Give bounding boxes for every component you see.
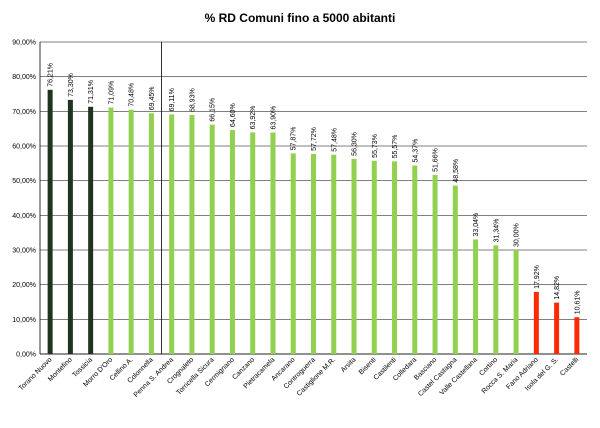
data-label: 76,21% bbox=[48, 63, 55, 87]
data-label: 56,30% bbox=[352, 132, 359, 156]
y-tick-label: 80,00% bbox=[12, 74, 36, 81]
bar bbox=[128, 109, 134, 354]
data-label: 55,57% bbox=[392, 135, 399, 159]
bar bbox=[371, 160, 377, 354]
data-label: 70,48% bbox=[129, 83, 136, 107]
x-tick-label: Castelli bbox=[559, 356, 580, 377]
data-label: 17,92% bbox=[534, 265, 541, 289]
x-tick-label: Arsita bbox=[340, 356, 358, 374]
x-tick-label: Rocca S. Maria bbox=[481, 356, 520, 395]
data-label: 51,66% bbox=[433, 148, 440, 172]
bar bbox=[554, 302, 560, 354]
data-label: 30,00% bbox=[514, 223, 521, 247]
bar bbox=[88, 106, 94, 355]
data-label: 31,34% bbox=[493, 219, 500, 243]
bar bbox=[67, 99, 73, 354]
bar bbox=[169, 114, 175, 354]
y-tick-label: 70,00% bbox=[12, 109, 36, 116]
y-tick-label: 0,00% bbox=[16, 352, 36, 359]
bar bbox=[452, 185, 458, 354]
y-tick-label: 60,00% bbox=[12, 144, 36, 151]
bar bbox=[392, 161, 398, 354]
y-tick-label: 10,00% bbox=[12, 317, 36, 324]
bar bbox=[270, 132, 276, 354]
data-label: 69,45% bbox=[149, 86, 156, 110]
data-label: 33,04% bbox=[473, 213, 480, 237]
data-label: 71,31% bbox=[88, 80, 95, 104]
x-tick-label: Torano Nuovo bbox=[18, 356, 54, 392]
bar bbox=[108, 107, 114, 355]
x-tick-label: Valle Castellana bbox=[439, 356, 479, 396]
data-label: 48,58% bbox=[453, 159, 460, 183]
data-label: 57,72% bbox=[311, 127, 318, 151]
data-label: 14,82% bbox=[554, 276, 561, 300]
y-tick-label: 40,00% bbox=[12, 213, 36, 220]
data-label: 10,61% bbox=[574, 290, 581, 314]
bar bbox=[513, 250, 519, 354]
bar bbox=[533, 291, 539, 354]
bar bbox=[432, 174, 438, 354]
data-label: 69,11% bbox=[169, 88, 176, 111]
bar bbox=[331, 154, 337, 354]
chart-title: % RD Comuni fino a 5000 abitanti bbox=[205, 11, 396, 25]
bar bbox=[311, 153, 316, 354]
bar bbox=[351, 158, 357, 354]
data-label: 66,15% bbox=[210, 98, 217, 122]
data-label: 63,92% bbox=[250, 106, 257, 130]
y-tick-label: 20,00% bbox=[12, 282, 36, 289]
data-labels: 76,21% 73,30% 71,31% 71,09% 70,48% 69,45% 69,1… bbox=[48, 63, 582, 314]
data-label: 64,60% bbox=[230, 103, 237, 127]
bar bbox=[229, 130, 235, 354]
data-label: 55,73% bbox=[372, 134, 379, 158]
bars bbox=[47, 89, 580, 355]
bar bbox=[412, 165, 418, 354]
bar bbox=[250, 132, 256, 354]
data-label: 63,90% bbox=[270, 106, 277, 130]
y-tick-label: 30,00% bbox=[12, 248, 36, 255]
bar bbox=[493, 245, 499, 354]
y-axis-ticks: 0,00% 10,00% 20,00% 30,00% 40,00% 50,00% 60,00… bbox=[12, 40, 36, 359]
data-label: 57,87% bbox=[291, 127, 298, 151]
x-tick-label: Castiglione M.R. bbox=[296, 356, 337, 397]
bar bbox=[209, 124, 215, 355]
bar bbox=[290, 153, 296, 354]
data-label: 54,37% bbox=[412, 139, 419, 163]
data-label: 71,09% bbox=[108, 81, 115, 105]
bar bbox=[47, 89, 53, 355]
data-label: 68,93% bbox=[189, 88, 196, 112]
y-tick-label: 50,00% bbox=[12, 178, 36, 185]
bar bbox=[574, 317, 580, 354]
data-label: 73,30% bbox=[68, 73, 75, 97]
y-tick-label: 90,00% bbox=[12, 40, 36, 47]
data-label: 57,48% bbox=[331, 128, 338, 152]
bar bbox=[189, 115, 195, 354]
bar bbox=[473, 239, 479, 354]
bar bbox=[148, 113, 154, 355]
